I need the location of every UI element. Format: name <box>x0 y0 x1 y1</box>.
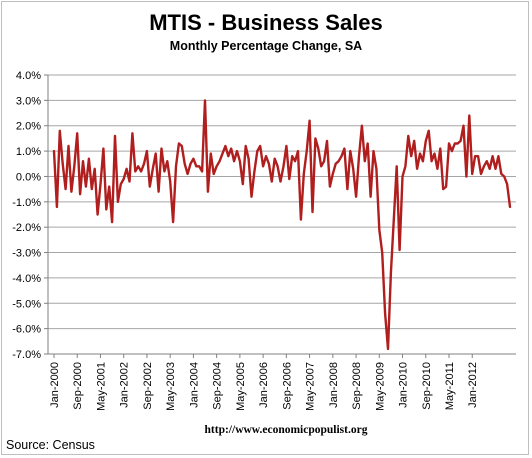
y-tick-label: -5.0% <box>12 298 41 310</box>
y-tick-label: 0.0% <box>16 171 41 183</box>
y-tick-label: 4.0% <box>16 70 41 82</box>
y-tick-label: -4.0% <box>12 273 41 285</box>
series-line <box>52 99 512 351</box>
y-tick-label: 1.0% <box>16 146 41 158</box>
x-tick-label: Sep-2002 <box>142 362 154 410</box>
series-layer <box>52 99 512 351</box>
x-tick-label: Jan-2006 <box>258 362 270 408</box>
grid-lines <box>48 74 516 355</box>
y-tick-label: -3.0% <box>12 248 41 260</box>
y-tick-label: -6.0% <box>12 324 41 336</box>
x-tick-label: Sep-2004 <box>212 362 224 410</box>
chart-subtitle: Monthly Percentage Change, SA <box>169 39 363 53</box>
x-tick-label: Sep-2010 <box>421 362 433 410</box>
x-tick-label: May-2005 <box>235 362 247 411</box>
x-tick-label: May-2003 <box>165 362 177 411</box>
x-tick-label: Jan-2004 <box>188 362 200 408</box>
y-tick-label: -7.0% <box>12 349 41 361</box>
x-tick-label: May-2009 <box>374 362 386 411</box>
x-tick-label: Jan-2008 <box>328 362 340 408</box>
x-tick-label: Jan-2010 <box>398 362 410 408</box>
x-tick-label: May-2007 <box>305 362 317 411</box>
website-url: http://www.economicpopulist.org <box>204 424 368 436</box>
x-tick-label: May-2011 <box>444 362 456 410</box>
y-tick-label: -1.0% <box>12 197 41 209</box>
source-note: Source: Census <box>6 438 95 452</box>
x-tick-label: Sep-2000 <box>72 362 84 410</box>
x-tick-label: May-2001 <box>95 362 107 411</box>
x-tick-label: Jan-2002 <box>119 362 131 408</box>
x-tick-label: Jan-2012 <box>467 362 479 408</box>
x-tick-labels: Jan-2000 Sep-2000 May-2001 Jan-2002 Sep-2002… <box>49 362 479 411</box>
y-tick-label: 2.0% <box>16 121 41 133</box>
y-tick-labels: 4.0% 3.0% 2.0% 1.0% 0.0% -1.0% -2.0% -3.0% -4.0%… <box>12 70 41 361</box>
x-tick-label: Sep-2008 <box>351 362 363 410</box>
x-tick-label: Jan-2000 <box>49 362 61 408</box>
x-tick-label: Sep-2006 <box>281 362 293 410</box>
axes <box>44 74 516 358</box>
chart-title: MTIS - Business Sales <box>149 10 383 35</box>
y-tick-label: 3.0% <box>16 95 41 107</box>
y-tick-label: -2.0% <box>12 222 41 234</box>
